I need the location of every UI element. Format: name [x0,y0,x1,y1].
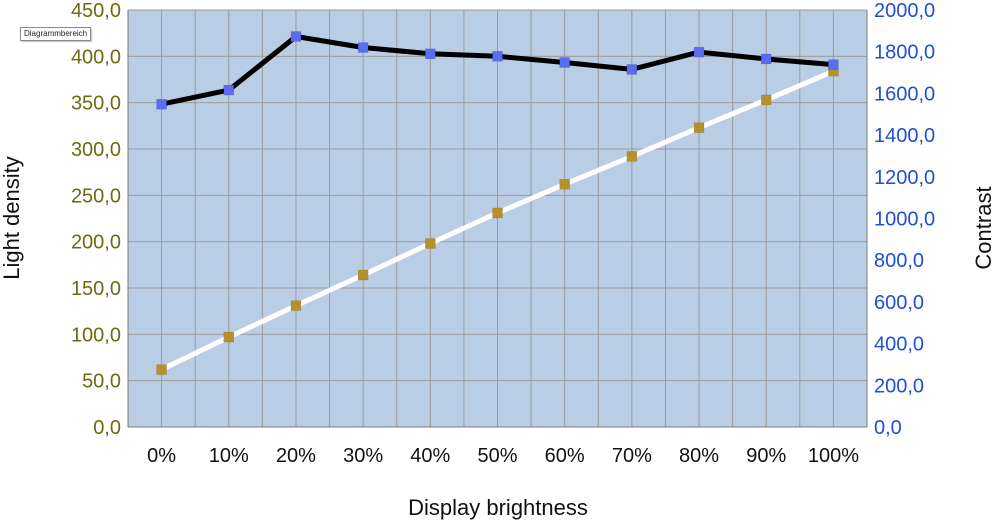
x-tick-label: 70% [612,445,652,467]
chart-area-tooltip: Diagrammbereich [20,27,92,41]
data-point[interactable] [626,151,638,162]
x-tick-label: 20% [276,445,316,467]
y-tick-label-left: 0,0 [93,417,121,439]
data-point[interactable] [760,94,772,106]
x-tick-label: 80% [679,445,719,467]
data-point[interactable] [156,98,167,110]
axes [127,10,868,428]
y-tick-label-left: 200,0 [71,232,121,254]
data-point[interactable] [693,122,705,133]
data-point[interactable] [290,300,302,311]
series-layer [156,31,839,375]
data-point[interactable] [223,84,235,96]
y-tick-label-right: 0,0 [874,417,902,439]
y-tick-label-left: 250,0 [71,185,121,207]
x-tick-label: 10% [209,445,249,467]
y-tick-label-left: 100,0 [71,324,121,346]
data-point[interactable] [760,53,772,65]
y-tick-label-left: 400,0 [71,46,121,68]
y-axis-title-left: Light density [0,156,24,280]
data-point[interactable] [357,269,369,281]
data-point[interactable] [626,64,638,75]
y-tick-label-right: 200,0 [874,375,924,397]
data-point[interactable] [559,57,570,68]
y-tick-label-right: 1000,0 [874,209,935,231]
data-point[interactable] [357,42,369,53]
y-tick-label-left: 150,0 [71,278,121,300]
y-axis-title-right: Contrast [971,186,996,269]
series-2 [156,65,839,375]
y-tick-label-right: 400,0 [874,334,924,356]
data-point[interactable] [828,59,839,70]
y-tick-label-left: 300,0 [71,139,121,161]
y-tick-label-right: 1400,0 [874,125,935,147]
data-point[interactable] [693,46,705,58]
data-point[interactable] [492,51,503,62]
data-point[interactable] [223,331,235,343]
x-tick-label: 100% [808,445,859,467]
data-point[interactable] [290,31,302,42]
data-point[interactable] [492,207,503,219]
data-point[interactable] [156,364,167,375]
y-tick-label-right: 800,0 [874,250,924,272]
x-axis-title: Display brightness [408,495,588,520]
y-tick-label-right: 2000,0 [874,0,935,22]
y-tick-label-right: 600,0 [874,292,924,314]
data-point[interactable] [425,48,436,60]
x-tick-label: 40% [410,445,450,467]
x-tick-label: 90% [746,445,786,467]
x-tick-label: 50% [477,445,517,467]
y-tick-label-right: 1200,0 [874,167,935,189]
x-tick-label: 30% [343,445,383,467]
y-tick-label-left: 450,0 [71,0,121,22]
tick-labels: 0,0 50,0 100,0 150,0 200,0 250,0 300,0 350,0 400… [71,0,935,467]
data-point[interactable] [559,178,570,190]
y-tick-label-left: 350,0 [71,93,121,115]
data-point[interactable] [425,238,436,249]
series-1 [156,31,839,110]
y-tick-label-right: 1600,0 [874,83,935,105]
y-tick-label-left: 50,0 [82,371,121,393]
y-tick-label-right: 1800,0 [874,42,935,64]
x-tick-label: 0% [147,445,176,467]
x-tick-label: 60% [545,445,585,467]
